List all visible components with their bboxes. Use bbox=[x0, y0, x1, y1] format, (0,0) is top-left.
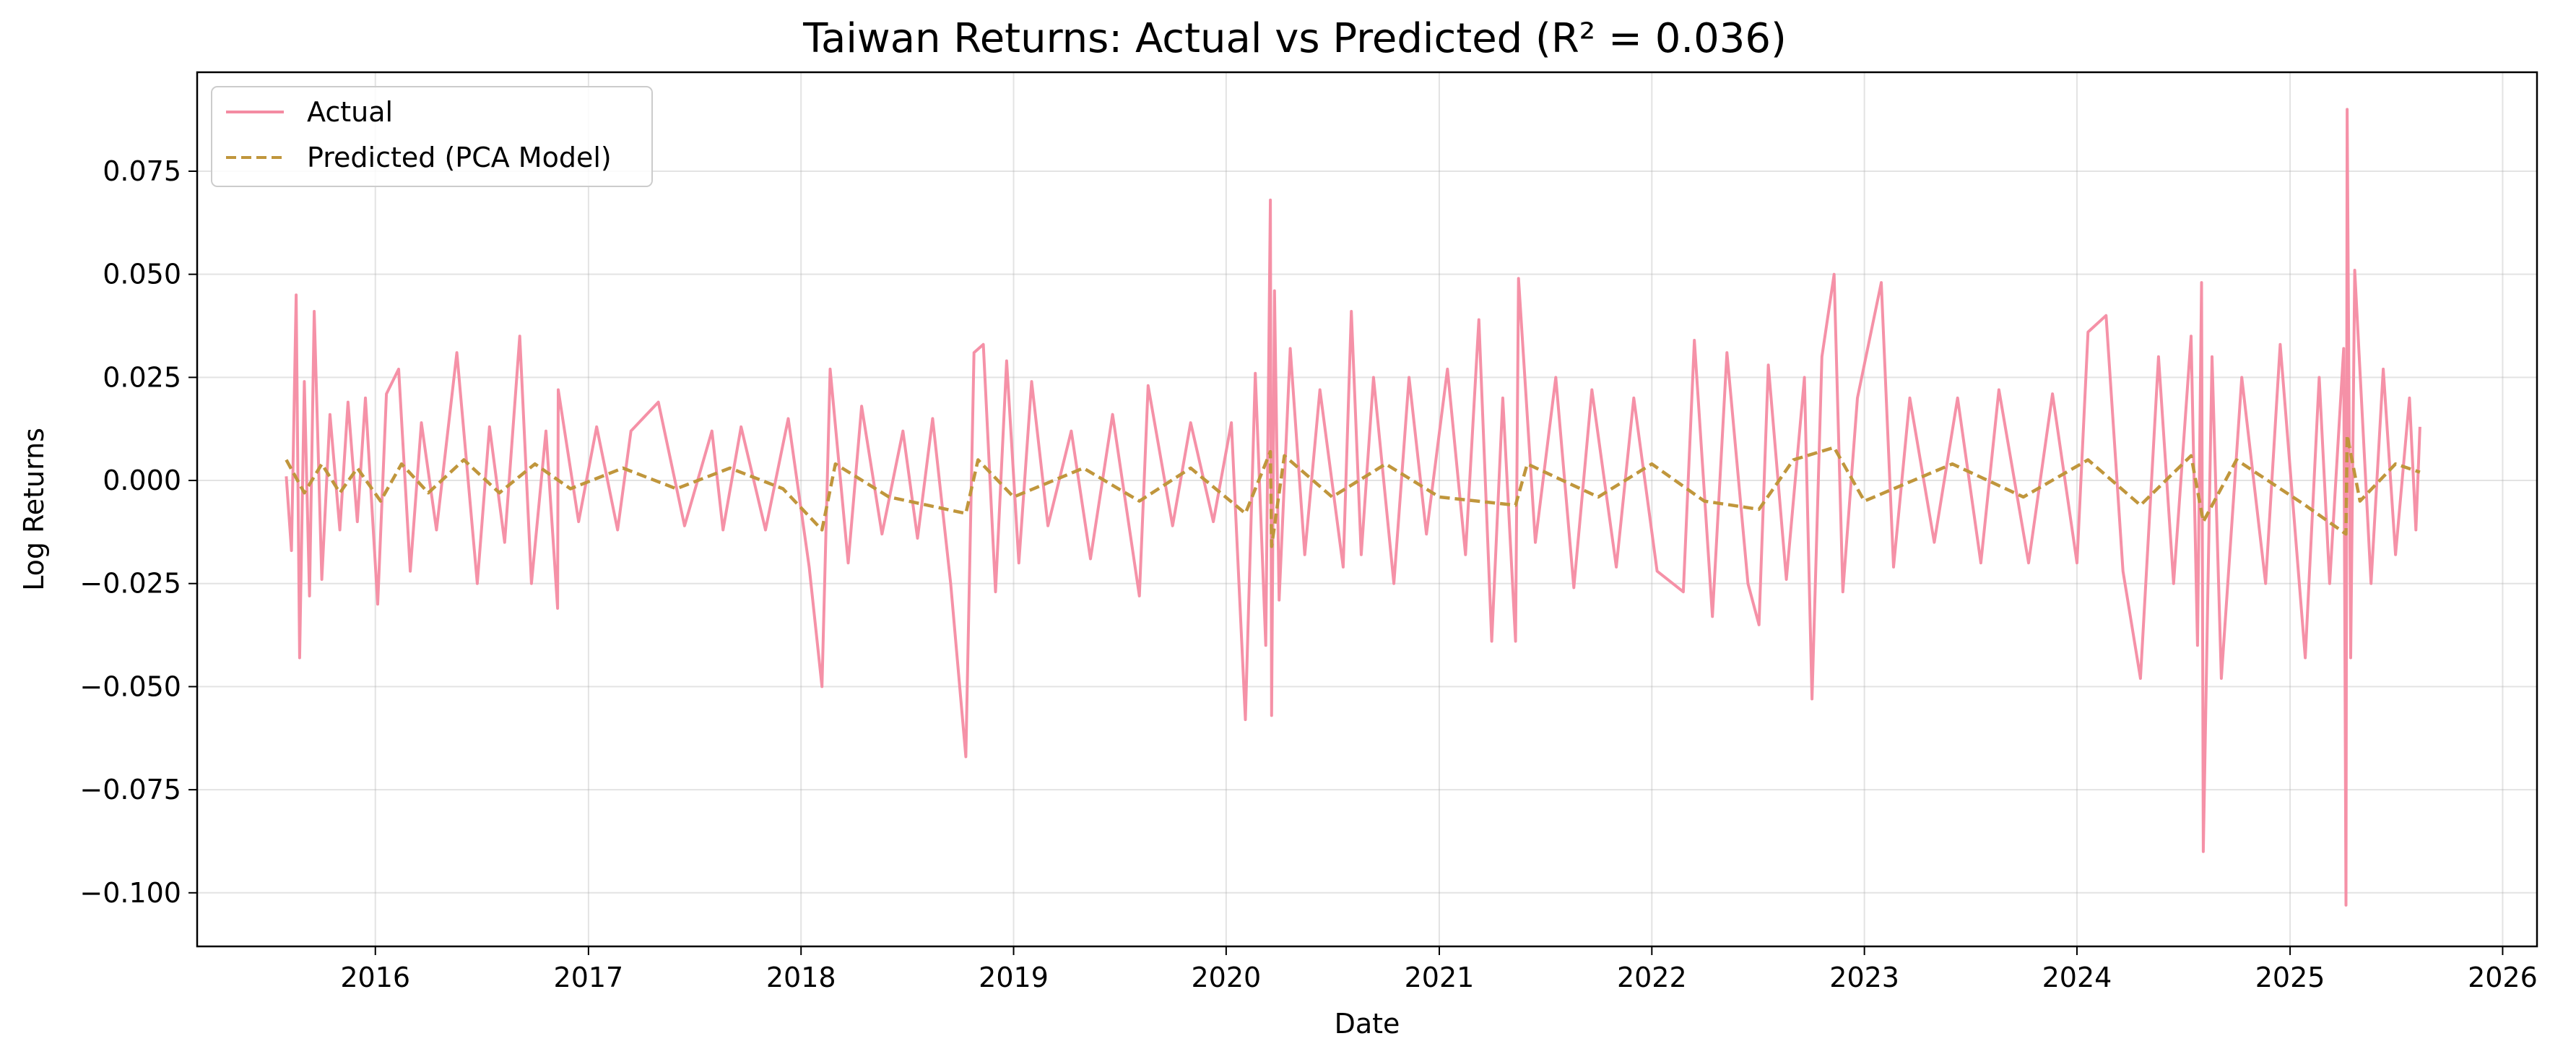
y-tick-label: −0.100 bbox=[79, 877, 181, 909]
grid bbox=[197, 72, 2537, 946]
y-tick-label: 0.000 bbox=[103, 465, 181, 496]
x-tick-label: 2020 bbox=[1191, 962, 1261, 993]
y-tick-label: 0.050 bbox=[103, 259, 181, 290]
x-tick-label: 2016 bbox=[340, 962, 410, 993]
plot-area bbox=[285, 108, 2421, 907]
x-tick-label: 2021 bbox=[1405, 962, 1475, 993]
x-tick-label: 2019 bbox=[979, 962, 1049, 993]
axis-ticks: 2016 2017 2018 2019 2020 2021 2022 2023 2024 2025… bbox=[79, 155, 2537, 993]
series-line-predicted bbox=[285, 433, 2421, 548]
legend-label-predicted: Predicted (PCA Model) bbox=[307, 142, 612, 173]
plot-frame bbox=[196, 71, 2538, 948]
legend-label-actual: Actual bbox=[307, 96, 393, 128]
chart-title: Taiwan Returns: Actual vs Predicted (R² … bbox=[802, 15, 1787, 62]
legend-box bbox=[211, 86, 653, 187]
x-tick-label: 2017 bbox=[554, 962, 624, 993]
y-tick-label: −0.050 bbox=[79, 670, 181, 702]
legend: Actual Predicted (PCA Model) bbox=[211, 86, 653, 187]
x-axis-title: Date bbox=[1335, 1008, 1400, 1040]
x-tick-label: 2024 bbox=[2042, 962, 2112, 993]
y-axis-title: Log Returns bbox=[18, 428, 50, 591]
y-tick-label: −0.075 bbox=[79, 774, 181, 806]
x-tick-label: 2022 bbox=[1617, 962, 1687, 993]
x-tick-label: 2025 bbox=[2255, 962, 2325, 993]
series-line-actual bbox=[285, 108, 2421, 907]
x-tick-label: 2026 bbox=[2468, 962, 2538, 993]
y-tick-label: −0.025 bbox=[79, 568, 181, 600]
y-tick-label: 0.075 bbox=[103, 155, 181, 187]
y-tick-label: 0.025 bbox=[103, 361, 181, 393]
x-tick-label: 2018 bbox=[766, 962, 836, 993]
x-tick-label: 2023 bbox=[1829, 962, 1899, 993]
